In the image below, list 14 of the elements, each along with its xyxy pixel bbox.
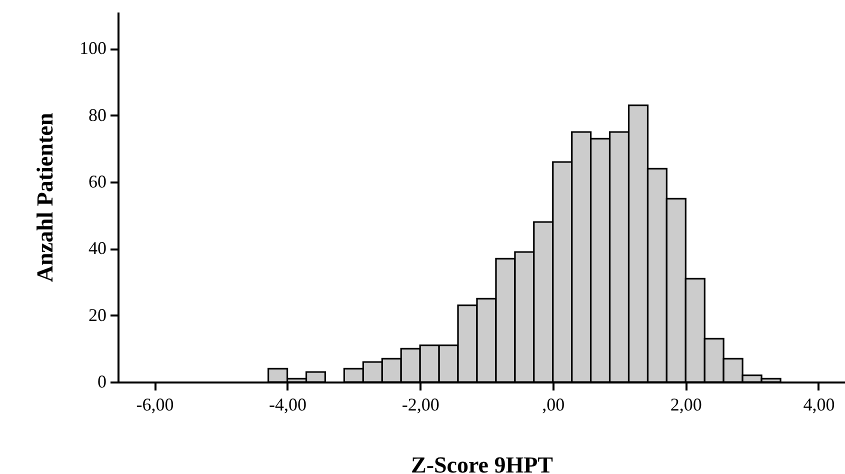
- x-tick-label: 4,00: [803, 394, 835, 414]
- x-axis-title: Z-Score 9HPT: [410, 452, 554, 474]
- x-tick-label: 2,00: [670, 394, 702, 414]
- y-tick-label: 20: [88, 304, 106, 325]
- y-tick-label: 60: [88, 172, 106, 192]
- y-axis-title: Anzahl Patienten: [32, 112, 58, 282]
- x-tick-label: -4,00: [269, 394, 307, 414]
- y-tick-label: 100: [80, 38, 106, 58]
- x-tick-label: ,00: [542, 394, 565, 414]
- y-tick-label: 0: [98, 372, 106, 392]
- y-tick-label: 80: [88, 104, 106, 125]
- x-tick-label: -2,00: [402, 394, 440, 414]
- x-tick-label: -6,00: [136, 394, 174, 414]
- y-tick-label: 40: [88, 238, 106, 258]
